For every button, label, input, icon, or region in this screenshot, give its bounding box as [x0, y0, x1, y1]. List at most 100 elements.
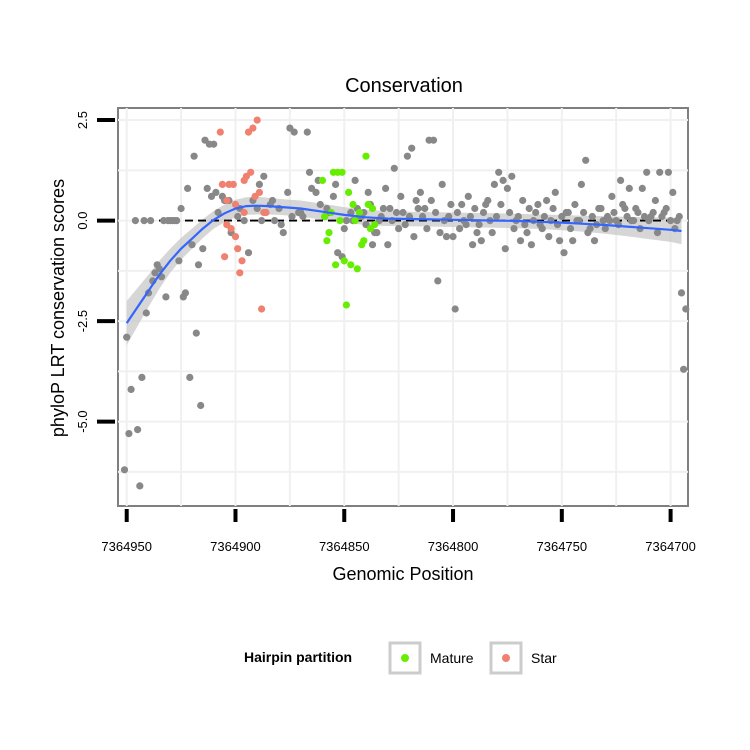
point-other: [540, 212, 549, 221]
point-other: [351, 176, 359, 184]
y-tick-label: -2.5: [75, 310, 90, 332]
point-other: [662, 204, 670, 213]
point-other: [584, 229, 592, 237]
legend-dot-mature: [401, 654, 409, 662]
point-other: [316, 200, 324, 209]
point-other: [643, 168, 651, 176]
point-other: [268, 196, 277, 205]
point-mature: [362, 152, 370, 160]
legend-label-star: Star: [531, 650, 557, 666]
point-star: [262, 208, 270, 217]
point-other: [438, 180, 446, 188]
point-other: [456, 225, 464, 233]
point-other: [477, 237, 485, 245]
x-tick-label: 7364850: [319, 539, 370, 554]
point-other: [610, 208, 618, 217]
point-other: [142, 309, 150, 317]
point-other: [414, 204, 422, 213]
point-other: [638, 184, 646, 192]
point-other: [214, 208, 222, 217]
point-other: [499, 176, 507, 184]
point-other: [255, 180, 263, 188]
point-other: [543, 196, 551, 205]
point-star: [253, 116, 261, 124]
point-other: [408, 144, 416, 152]
point-mature: [351, 217, 359, 225]
point-other: [332, 180, 340, 188]
point-other: [194, 261, 203, 269]
point-other: [192, 329, 200, 337]
point-other: [427, 196, 435, 205]
point-other: [508, 172, 516, 180]
point-other: [462, 221, 470, 229]
point-other: [284, 188, 292, 196]
point-mature: [347, 261, 355, 269]
point-other: [667, 217, 675, 225]
point-other: [210, 140, 218, 148]
point-mature: [360, 237, 368, 245]
point-other: [395, 225, 403, 233]
point-star: [231, 200, 240, 209]
legend-key-star: [489, 641, 523, 675]
point-other: [140, 217, 148, 225]
point-other: [473, 229, 481, 237]
point-other: [447, 200, 455, 209]
point-other: [497, 200, 505, 209]
point-star: [223, 196, 231, 205]
point-star: [249, 124, 257, 132]
point-other: [212, 188, 220, 196]
point-other: [397, 192, 405, 200]
point-other: [421, 204, 429, 213]
point-other: [399, 208, 407, 217]
point-other: [199, 245, 207, 253]
x-tick-label: 7364800: [428, 539, 479, 554]
x-axis-label: Genomic Position: [332, 564, 473, 584]
point-other: [436, 229, 444, 237]
point-other: [532, 208, 540, 217]
point-other: [514, 212, 522, 221]
point-other: [556, 237, 564, 245]
point-other: [627, 217, 636, 225]
point-other: [682, 305, 690, 313]
point-star: [240, 208, 248, 217]
point-other: [453, 208, 461, 217]
point-other: [582, 156, 590, 164]
legend-item-star: Star: [489, 641, 557, 675]
point-other: [379, 204, 387, 213]
point-star: [216, 128, 224, 136]
point-other: [384, 241, 392, 249]
point-other: [134, 426, 142, 434]
point-other: [619, 200, 627, 209]
point-other: [120, 466, 129, 474]
point-other: [184, 184, 192, 192]
x-axis: 7364950 7364900 7364850 7364800 7364750 73647…: [101, 509, 696, 554]
point-other: [464, 192, 472, 200]
point-other: [173, 217, 181, 225]
point-other: [580, 208, 588, 217]
point-other: [503, 184, 511, 192]
point-other: [516, 237, 525, 245]
point-other: [175, 257, 183, 265]
point-other: [479, 208, 488, 217]
point-other: [649, 208, 657, 217]
y-tick-label: 0.0: [75, 212, 90, 230]
point-star: [238, 257, 246, 265]
point-other: [190, 152, 198, 160]
point-other: [147, 217, 155, 225]
point-star: [221, 253, 229, 261]
point-other: [617, 176, 625, 184]
point-other: [588, 212, 596, 221]
x-tick-label: 7364700: [645, 539, 696, 554]
point-other: [675, 212, 683, 221]
point-other: [312, 188, 320, 196]
point-other: [240, 217, 248, 225]
point-other: [203, 184, 211, 192]
data-points: [120, 116, 690, 490]
point-other: [277, 221, 285, 229]
point-other: [449, 233, 457, 241]
point-star: [255, 188, 263, 196]
point-other: [484, 196, 492, 205]
point-other: [545, 233, 553, 241]
point-other: [523, 229, 531, 237]
point-mature: [355, 208, 364, 217]
